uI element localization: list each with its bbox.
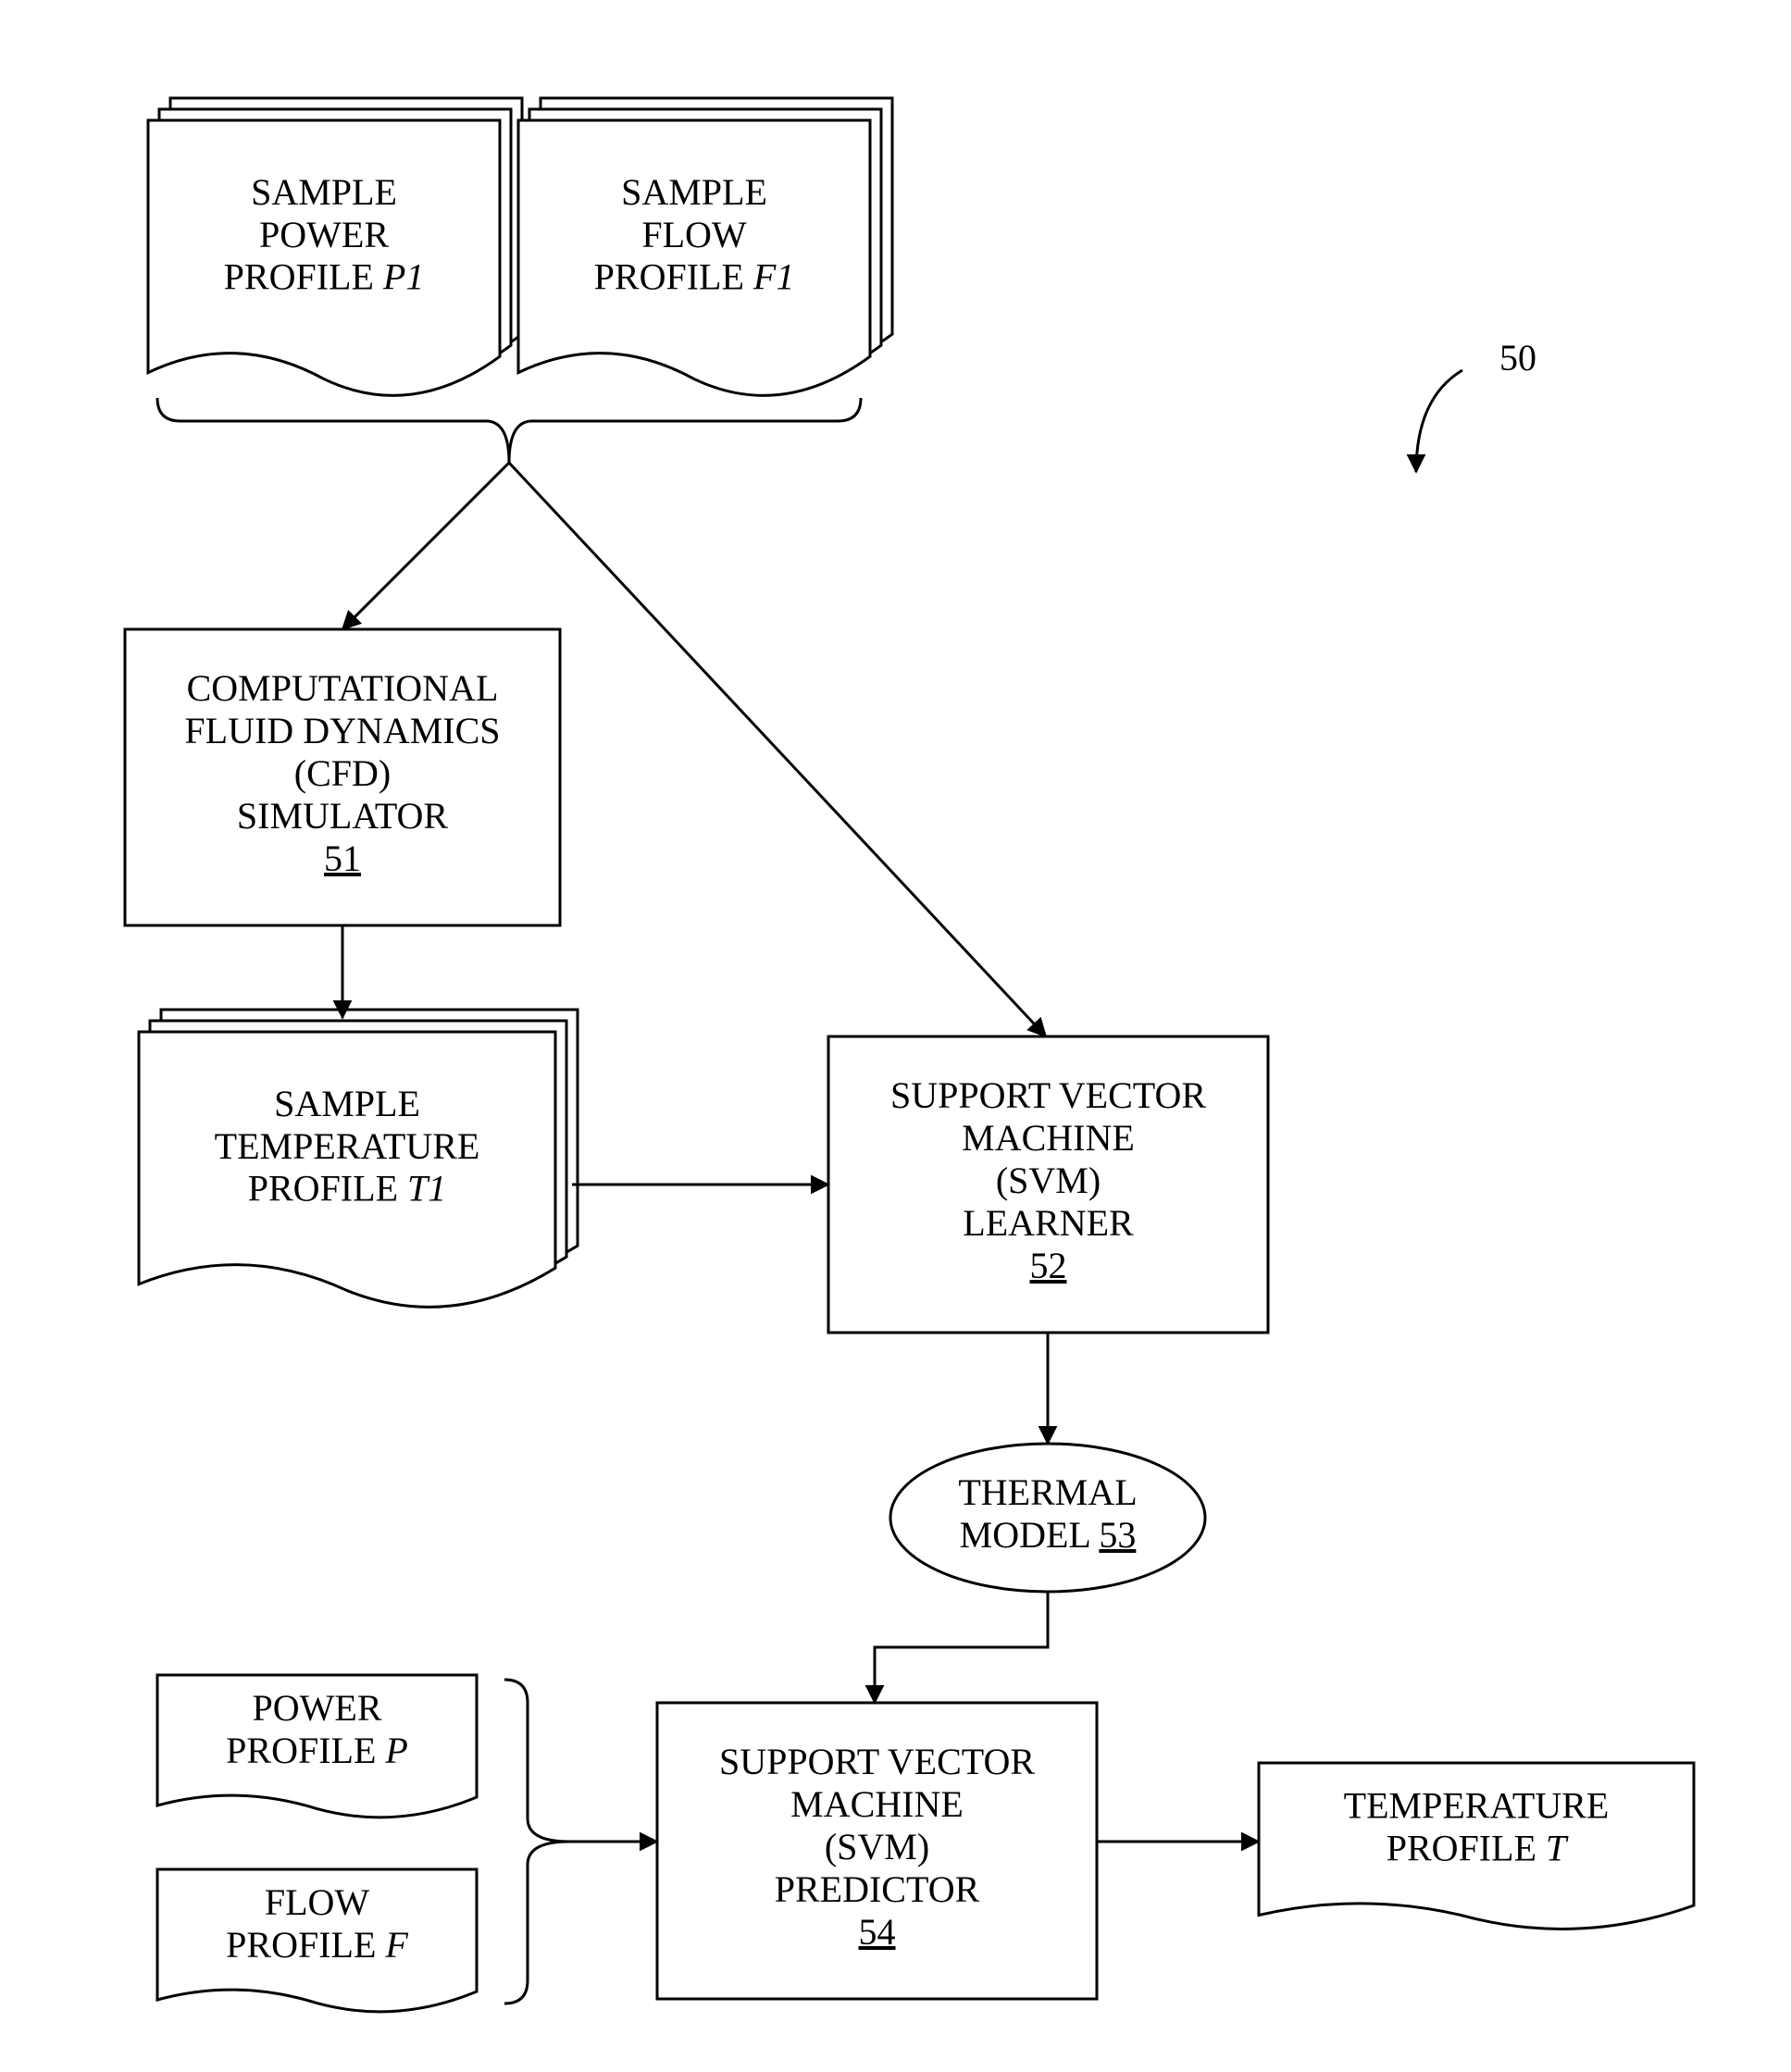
svg-text:FLOW: FLOW <box>641 214 747 255</box>
svg-text:POWER: POWER <box>259 214 389 255</box>
svg-text:PROFILE F: PROFILE F <box>226 1924 408 1966</box>
svg-text:(SVM): (SVM) <box>996 1160 1101 1201</box>
svg-text:SUPPORT VECTOR: SUPPORT VECTOR <box>890 1074 1206 1116</box>
svg-text:PROFILE T1: PROFILE T1 <box>248 1168 447 1210</box>
svg-text:PROFILE P1: PROFILE P1 <box>224 256 425 298</box>
node-f1: SAMPLEFLOWPROFILE F1 <box>518 98 892 395</box>
node-p1: SAMPLEPOWERPROFILE P1 <box>148 98 522 395</box>
svg-text:TEMPERATURE: TEMPERATURE <box>1344 1785 1610 1827</box>
svg-text:TEMPERATURE: TEMPERATURE <box>215 1125 480 1167</box>
svg-text:SAMPLE: SAMPLE <box>274 1083 420 1124</box>
node-svm_pred: SUPPORT VECTORMACHINE(SVM)PREDICTOR54 <box>657 1703 1097 1999</box>
svg-text:PROFILE F1: PROFILE F1 <box>594 256 795 298</box>
node-power_p: POWERPROFILE P <box>157 1675 477 1818</box>
svg-text:(SVM): (SVM) <box>825 1826 929 1867</box>
svg-text:MACHINE: MACHINE <box>962 1117 1135 1159</box>
svg-text:MODEL 53: MODEL 53 <box>960 1514 1137 1556</box>
svg-text:POWER: POWER <box>253 1687 382 1729</box>
svg-text:51: 51 <box>324 837 361 879</box>
svg-text:FLUID DYNAMICS: FLUID DYNAMICS <box>184 710 500 751</box>
svg-text:FLOW: FLOW <box>265 1881 370 1923</box>
svg-text:PREDICTOR: PREDICTOR <box>775 1868 980 1910</box>
figure-ref-label: 50 <box>1499 337 1536 378</box>
node-thermal: THERMALMODEL 53 <box>890 1444 1205 1592</box>
node-cfd: COMPUTATIONALFLUID DYNAMICS(CFD)SIMULATO… <box>125 629 560 925</box>
node-svm_learn: SUPPORT VECTORMACHINE(SVM)LEARNER52 <box>828 1036 1268 1333</box>
svg-text:LEARNER: LEARNER <box>963 1202 1134 1244</box>
svg-text:54: 54 <box>859 1911 896 1953</box>
svg-text:THERMAL: THERMAL <box>958 1471 1137 1513</box>
svg-text:SAMPLE: SAMPLE <box>251 171 397 213</box>
svg-text:MACHINE: MACHINE <box>790 1783 964 1825</box>
node-flow_f: FLOWPROFILE F <box>157 1869 477 2012</box>
svg-text:SIMULATOR: SIMULATOR <box>237 795 449 837</box>
node-temp_t: TEMPERATUREPROFILE T <box>1259 1763 1694 1929</box>
node-t1: SAMPLETEMPERATUREPROFILE T1 <box>139 1010 578 1307</box>
svg-text:COMPUTATIONAL: COMPUTATIONAL <box>187 667 499 709</box>
svg-text:(CFD): (CFD) <box>294 752 391 794</box>
svg-text:SAMPLE: SAMPLE <box>621 171 767 213</box>
svg-text:PROFILE T: PROFILE T <box>1387 1828 1569 1869</box>
svg-text:PROFILE P: PROFILE P <box>226 1730 408 1771</box>
svg-text:52: 52 <box>1030 1245 1067 1286</box>
svg-text:SUPPORT VECTOR: SUPPORT VECTOR <box>719 1741 1035 1782</box>
